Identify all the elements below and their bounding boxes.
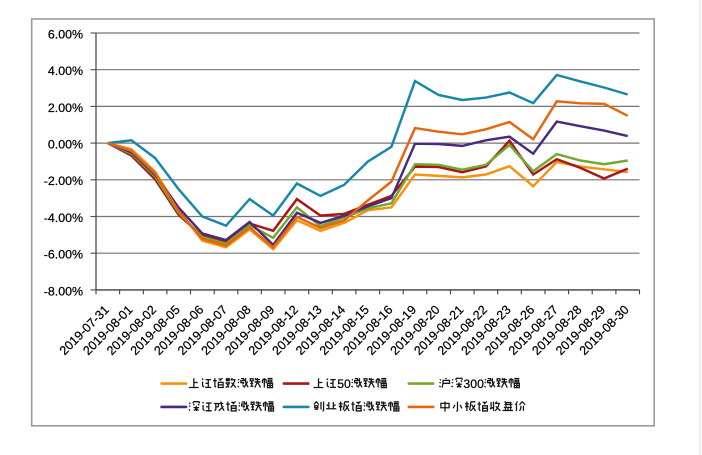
svg-text:-8.00%: -8.00%	[44, 284, 83, 298]
svg-text:-4.00%: -4.00%	[44, 211, 83, 225]
svg-text:50: 50	[337, 377, 351, 391]
svg-text:2.00%: 2.00%	[48, 101, 83, 115]
svg-text:0.00%: 0.00%	[48, 138, 83, 152]
svg-text:4.00%: 4.00%	[48, 64, 83, 78]
svg-text:-6.00%: -6.00%	[44, 248, 83, 262]
svg-text:300: 300	[463, 377, 484, 391]
svg-text:-2.00%: -2.00%	[44, 174, 83, 188]
svg-text:6.00%: 6.00%	[48, 27, 83, 41]
